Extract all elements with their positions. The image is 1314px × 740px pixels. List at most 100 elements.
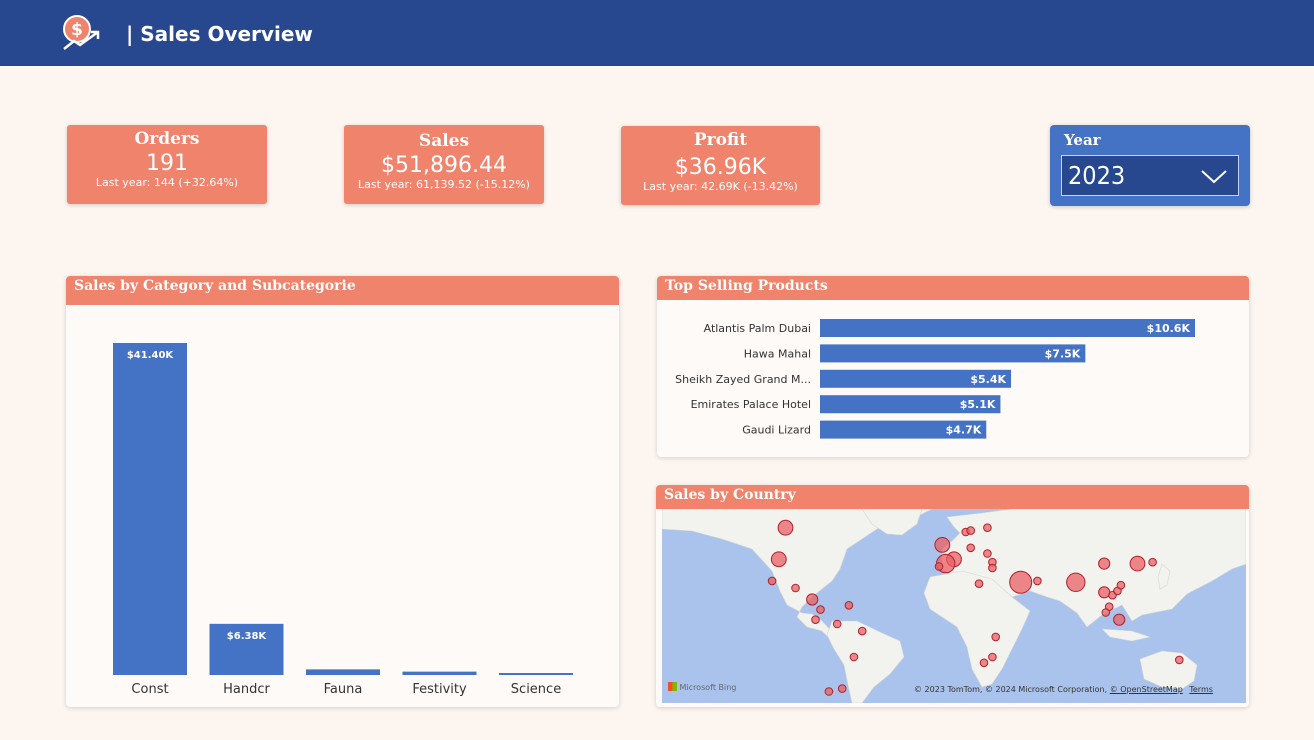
country-sales-bubble[interactable] xyxy=(770,551,787,568)
country-sales-bubble[interactable] xyxy=(1148,557,1157,567)
world-map[interactable]: Microsoft Bing © 2023 TomTom, © 2024 Mic… xyxy=(662,509,1246,703)
product-bar[interactable] xyxy=(820,420,987,439)
chevron-down-icon[interactable] xyxy=(1200,166,1228,186)
profit-card: Profit $36.96K Last year: 42.69K (-13.42… xyxy=(621,126,820,205)
country-sales-bubble[interactable] xyxy=(1116,580,1126,590)
country-sales-bubble[interactable] xyxy=(857,626,867,636)
product-bar-label: $4.7K xyxy=(946,424,982,437)
orders-value: 191 xyxy=(146,151,188,176)
top-bar: $ | Sales Overview xyxy=(0,0,1314,66)
product-bar[interactable] xyxy=(820,319,1195,337)
product-name-label: Atlantis Palm Dubai xyxy=(704,322,811,335)
land-masses xyxy=(662,509,1246,703)
category-bar[interactable] xyxy=(402,671,477,675)
country-sales-bubble[interactable] xyxy=(816,605,825,614)
country-sales-bubble[interactable] xyxy=(1113,613,1126,626)
country-sales-bubble[interactable] xyxy=(1175,655,1184,665)
dollar-growth-icon: $ xyxy=(63,15,100,50)
country-sales-bubble[interactable] xyxy=(934,562,944,571)
category-tick-label: Handcr xyxy=(223,682,270,697)
country-sales-bubble[interactable] xyxy=(844,601,854,610)
category-tick-label: Science xyxy=(511,682,561,697)
country-sales-bubble[interactable] xyxy=(1098,557,1111,570)
profit-value: $36.96K xyxy=(674,155,767,180)
country-sales-bubble[interactable] xyxy=(988,563,997,573)
category-chart-panel: Sales by Category and Subcategorie $41.4… xyxy=(66,276,619,707)
country-sales-bubble[interactable] xyxy=(1066,572,1086,593)
country-sales-bubble[interactable] xyxy=(974,579,984,588)
sales-card: Sales $51,896.44 Last year: 61,139.52 (-… xyxy=(344,125,544,204)
country-sales-bubble[interactable] xyxy=(1098,586,1111,599)
country-sales-bubble[interactable] xyxy=(983,549,992,558)
country-sales-bubble[interactable] xyxy=(934,537,951,553)
product-name-label: Emirates Palace Hotel xyxy=(691,398,811,411)
country-sales-bubble[interactable] xyxy=(777,519,794,536)
country-sales-bubble[interactable] xyxy=(991,632,1001,642)
year-selected-value: 2023 xyxy=(1068,161,1126,190)
category-tick-label: Const xyxy=(131,682,168,697)
country-sales-bubble[interactable] xyxy=(811,615,820,624)
country-map-title: Sales by Country xyxy=(656,485,1249,509)
category-bar-label: $41.40K xyxy=(127,350,175,361)
terms-link[interactable]: Terms xyxy=(1189,685,1213,694)
osm-link[interactable]: © OpenStreetMap xyxy=(1109,685,1183,694)
category-chart-title: Sales by Category and Subcategorie xyxy=(66,276,619,305)
product-bar[interactable] xyxy=(820,369,1012,388)
product-bar-label: $5.1K xyxy=(960,398,996,411)
country-sales-bubble[interactable] xyxy=(832,619,842,629)
attribution-text: © 2023 TomTom, © 2024 Microsoft Corporat… xyxy=(914,685,1108,694)
country-sales-bubble[interactable] xyxy=(983,523,992,533)
country-sales-bubble[interactable] xyxy=(806,593,819,606)
country-sales-bubble[interactable] xyxy=(988,652,997,662)
sales-title: Sales xyxy=(418,131,470,151)
product-name-label: Sheikh Zayed Grand M... xyxy=(675,373,811,386)
svg-text:$: $ xyxy=(71,20,83,40)
orders-card: Orders 191 Last year: 144 (+32.64%) xyxy=(67,125,267,204)
category-tick-label: Fauna xyxy=(324,682,363,697)
product-bar[interactable] xyxy=(820,395,1001,414)
sales-last-year: Last year: 61,139.52 (-15.12%) xyxy=(358,178,530,191)
product-bar-label: $5.4K xyxy=(970,373,1006,386)
bing-logo: Microsoft Bing xyxy=(668,682,736,692)
product-name-label: Gaudi Lizard xyxy=(742,424,811,437)
sales-value: $51,896.44 xyxy=(381,153,507,178)
top-products-title: Top Selling Products xyxy=(657,276,1249,300)
category-bar[interactable] xyxy=(209,623,284,675)
product-bar[interactable] xyxy=(820,344,1086,363)
country-sales-bubble[interactable] xyxy=(1129,555,1146,572)
country-map-panel: Sales by Country xyxy=(656,485,1249,707)
top-products-bar-chart: $10.6K Atlantis Palm Dubai $7.5K Hawa Mahal… xyxy=(675,319,1195,439)
country-sales-bubble[interactable] xyxy=(966,543,976,553)
top-products-panel: Top Selling Products $10.6K Atlantis Palm… xyxy=(657,276,1249,457)
country-sales-bubble[interactable] xyxy=(791,583,800,593)
country-sales-bubble[interactable] xyxy=(824,687,834,696)
microsoft-logo-icon xyxy=(668,682,677,691)
country-sales-bubble[interactable] xyxy=(1033,576,1042,586)
category-tick-label: Festivity xyxy=(412,682,467,697)
map-attribution: © 2023 TomTom, © 2024 Microsoft Corporat… xyxy=(914,685,1213,694)
profit-last-year: Last year: 42.69K (-13.42%) xyxy=(643,180,798,193)
profit-title: Profit xyxy=(693,130,748,150)
category-bar[interactable] xyxy=(113,343,187,675)
bing-brand-text: Microsoft Bing xyxy=(679,683,737,692)
product-bar-label: $7.5K xyxy=(1045,347,1081,360)
country-sales-bubble[interactable] xyxy=(966,526,976,535)
product-bar-label: $10.6K xyxy=(1147,322,1191,335)
category-bar-chart: $41.40K Const $6.38K Handcr Fauna Festivity Sc… xyxy=(113,343,573,697)
country-sales-bubble[interactable] xyxy=(979,658,989,668)
product-name-label: Hawa Mahal xyxy=(744,347,811,360)
country-sales-bubble[interactable] xyxy=(849,652,859,662)
category-bar-label: $6.38K xyxy=(227,631,268,642)
year-label: Year xyxy=(1064,131,1101,149)
year-filter-card: Year 2023 xyxy=(1050,125,1250,206)
page-title: | Sales Overview xyxy=(126,22,313,46)
country-sales-bubble[interactable] xyxy=(1009,570,1033,594)
orders-last-year: Last year: 144 (+32.64%) xyxy=(95,176,239,189)
category-bar[interactable] xyxy=(499,673,573,675)
year-dropdown[interactable]: 2023 xyxy=(1061,155,1239,196)
category-bar[interactable] xyxy=(306,669,380,675)
country-sales-bubble[interactable] xyxy=(837,684,847,693)
country-sales-bubble[interactable] xyxy=(1101,608,1111,617)
orders-title: Orders xyxy=(134,129,200,149)
country-sales-bubble[interactable] xyxy=(767,576,777,586)
